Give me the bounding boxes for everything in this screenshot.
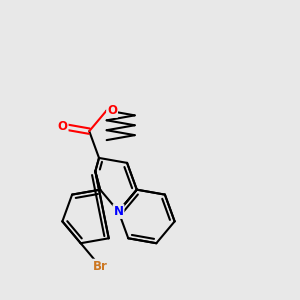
Text: O: O (107, 104, 117, 117)
Text: Br: Br (92, 260, 107, 273)
Text: O: O (58, 120, 68, 133)
Text: N: N (113, 205, 124, 218)
